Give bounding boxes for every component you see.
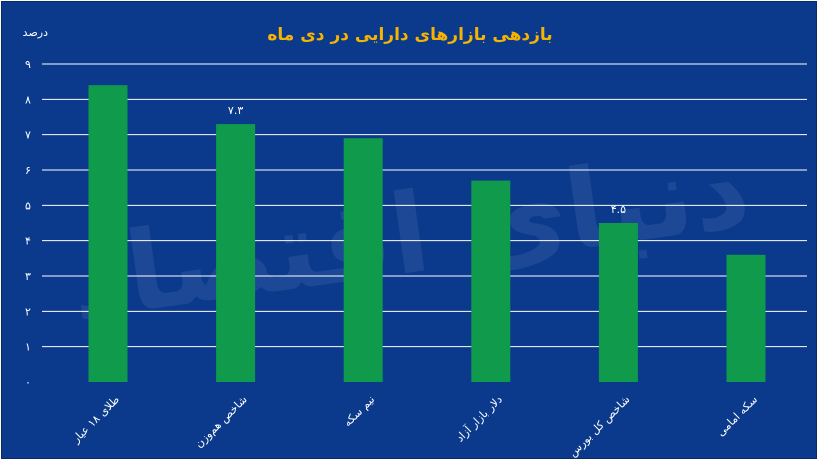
y-tick-label: ۷ xyxy=(25,129,31,142)
y-tick-label: ۸ xyxy=(25,93,31,106)
gridlines xyxy=(42,63,807,348)
x-category-label: شاخص کل بورس xyxy=(566,393,632,459)
y-tick-label: ۴ xyxy=(25,235,31,248)
y-tick-label: ۳ xyxy=(25,270,31,283)
y-tick-label: ۹ xyxy=(25,58,31,71)
bar xyxy=(88,85,128,382)
y-tick-label: ۲ xyxy=(25,305,31,318)
x-category-label: سکه امامی xyxy=(714,393,760,439)
y-tick-label: ۰ xyxy=(25,376,31,389)
bar xyxy=(216,124,256,383)
x-category-labels: طلای ۱۸ عیار شاخص هم‌وزن نیم سکه دلار بازار… xyxy=(69,392,760,459)
y-tick-label: ۶ xyxy=(25,164,31,177)
x-category-label: شاخص هم‌وزن xyxy=(192,393,249,450)
bars xyxy=(88,85,766,383)
bar xyxy=(726,254,766,382)
y-tick-label: ۵ xyxy=(25,199,31,212)
watermark-logo: دنیای اقتصاد xyxy=(62,123,757,345)
x-category-label: طلای ۱۸ عیار xyxy=(69,393,122,446)
data-labels: ۷.۳ ۴.۵ xyxy=(228,104,626,216)
y-tick-labels: ۰ ۱ ۲ ۳ ۴ ۵ ۶ ۷ ۸ ۹ xyxy=(25,58,31,389)
y-tick-label: ۱ xyxy=(25,341,31,354)
chart-title: بازدهی بازارهای دارایی در دی ماه xyxy=(267,25,552,45)
bar xyxy=(343,138,383,382)
x-category-label: نیم سکه xyxy=(341,393,377,429)
bar xyxy=(471,180,511,382)
data-label: ۷.۳ xyxy=(228,104,243,117)
data-label: ۴.۵ xyxy=(611,203,626,216)
bar xyxy=(598,223,638,382)
y-axis-unit-label: درصد xyxy=(23,26,48,39)
x-category-label: دلار بازار آزاد xyxy=(453,392,505,444)
